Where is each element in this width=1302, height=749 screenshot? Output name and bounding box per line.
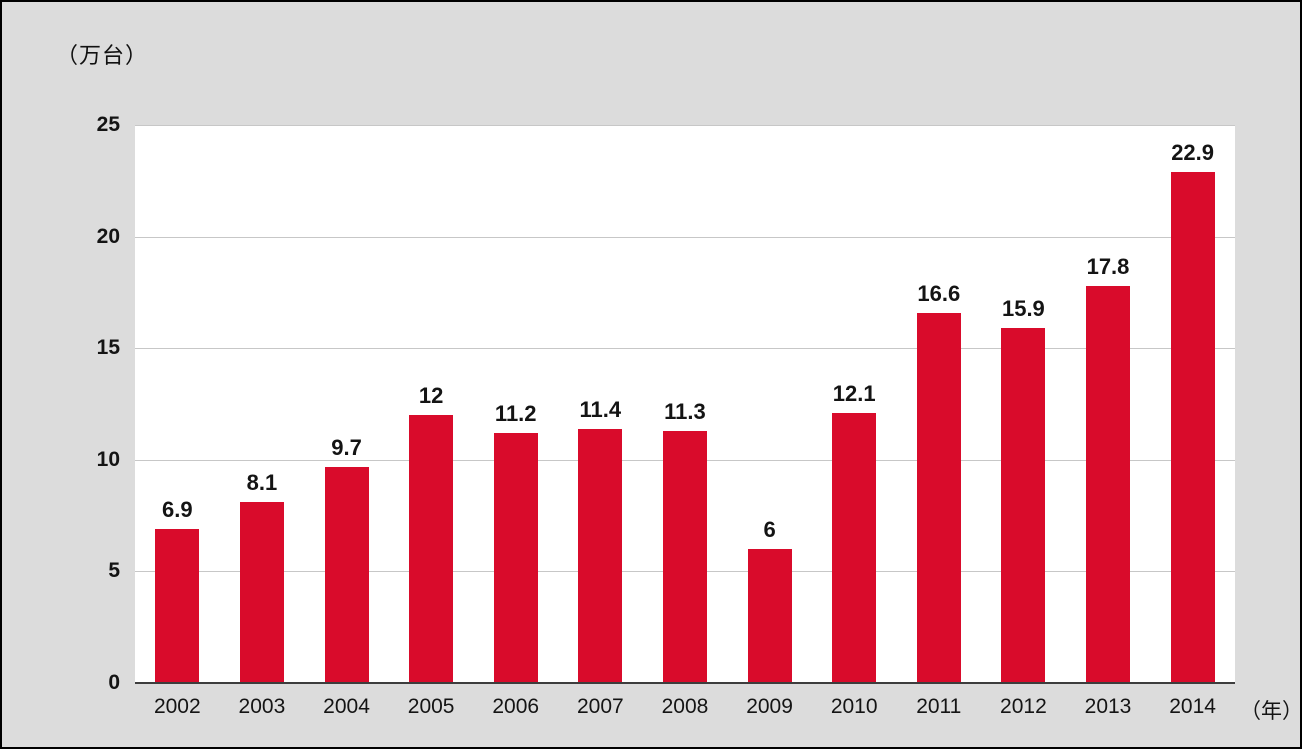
x-tick-label-2006: 2006 [492,695,540,718]
bar-slot-2003: 8.1 [220,125,305,683]
x-tick-label-2011: 2011 [916,695,962,718]
x-tick-label-2012: 2012 [1000,695,1047,718]
bar-value-label-2007: 11.4 [579,396,622,422]
bar-2006 [493,433,538,683]
y-tick-label-25: 25 [96,113,120,136]
x-tick-label-2013: 2013 [1084,695,1132,718]
bar-2004 [324,466,369,683]
bar-slot-2004: 9.7 [304,125,389,683]
bar-slot-2009: 6 [727,125,812,683]
x-axis-unit-label: （年） [1240,700,1302,723]
bar-slot-2005: 12 [389,125,474,683]
bar-value-label-2013: 17.8 [1086,253,1130,279]
plot-area: 6.9 8.1 9.7 12 11.2 11.4 11.3 6 12.1 16.6 15.9 17.8… [135,125,1235,684]
x-tick-label-2003: 2003 [238,695,286,718]
x-tick-label-2014: 2014 [1169,695,1216,718]
bar-slot-2010: 12.1 [812,125,897,683]
gridline-25 [135,125,1235,126]
y-axis-tick-labels: 0 5 10 15 20 25 [2,2,122,747]
bar-value-label-2005: 12 [418,383,444,409]
y-tick-label-5: 5 [108,559,120,583]
bar-value-label-2003: 8.1 [246,470,278,496]
bar-2009 [747,549,792,683]
bar-value-label-2010: 12.1 [832,380,876,406]
bar-value-label-2009: 6 [763,517,776,543]
bar-value-label-2008: 11.3 [664,398,706,424]
bar-value-label-2004: 9.7 [331,434,362,460]
bar-2002 [155,529,200,683]
bar-slot-2007: 11.4 [558,125,643,683]
bar-2012 [1001,328,1046,683]
x-tick-label-2005: 2005 [407,695,455,718]
x-tick-label-2007: 2007 [576,695,624,718]
bar-2005 [409,415,454,683]
bar-value-label-2011: 16.6 [917,280,961,306]
x-axis-line [135,682,1235,684]
gridline-15 [135,348,1235,350]
bar-2014 [1170,171,1215,683]
x-tick-label-2010: 2010 [830,695,878,718]
bar-value-label-2014: 22.9 [1171,139,1215,165]
x-tick-label-2008: 2008 [661,695,709,718]
y-tick-label-10: 10 [96,447,120,471]
x-axis-tick-labels: 2002 2003 2004 2005 2006 2007 2008 2009 2010 2011… [135,695,1235,719]
bar-2011 [916,312,961,683]
bar-2013 [1086,285,1130,683]
bar-2008 [662,430,707,683]
x-tick-label-2009: 2009 [746,695,793,718]
y-tick-label-15: 15 [96,336,120,360]
y-axis-unit-label: （万台） [56,43,149,68]
y-tick-label-20: 20 [96,224,120,248]
bar-slot-2008: 11.3 [643,125,728,683]
bar-slot-2012: 15.9 [981,125,1066,683]
bar-slot-2011: 16.6 [896,125,981,683]
bar-value-label-2012: 15.9 [1001,296,1045,322]
bar-slot-2002: 6.9 [135,125,220,683]
bar-slot-2006: 11.2 [473,125,558,683]
bar-2010 [832,412,877,683]
bar-2007 [578,428,623,683]
bar-slot-2013: 17.8 [1066,125,1151,683]
bar-2003 [239,502,284,683]
x-tick-label-2004: 2004 [323,695,370,718]
gridline-20 [135,236,1235,238]
bar-value-label-2006: 11.2 [494,401,537,427]
y-tick-label-0: 0 [108,671,120,694]
x-tick-label-2002: 2002 [153,695,201,718]
bar-slot-2014: 22.9 [1150,125,1235,683]
bar-value-label-2002: 6.9 [162,497,193,522]
bars-layer: 6.9 8.1 9.7 12 11.2 11.4 11.3 6 12.1 16.6 15.9 17.8… [135,125,1235,683]
